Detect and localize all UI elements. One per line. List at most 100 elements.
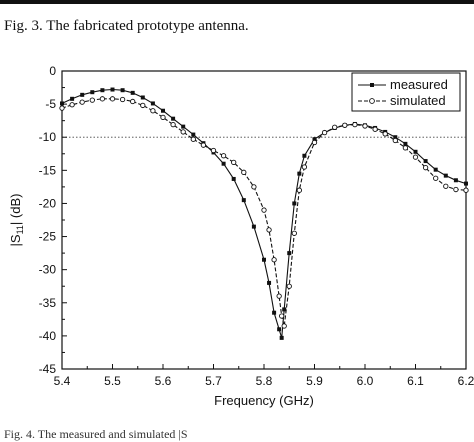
simulated-point xyxy=(412,154,419,160)
simulated-point xyxy=(266,227,272,233)
measured-point xyxy=(297,171,302,176)
simulated-point xyxy=(362,123,368,129)
simulated-point xyxy=(210,147,217,154)
measured-point xyxy=(241,198,246,203)
measured-point xyxy=(231,176,236,181)
simulated-point xyxy=(443,183,449,189)
measured-point xyxy=(60,101,64,106)
x-tick-label: 5.8 xyxy=(256,374,273,388)
measured-point xyxy=(312,137,317,142)
x-tick-label: 5.4 xyxy=(54,374,71,388)
simulated-point xyxy=(402,145,409,151)
x-tick-label: 5.6 xyxy=(155,374,172,388)
y-axis-label: |S11| (dB) xyxy=(8,194,25,247)
measured-line xyxy=(61,88,467,339)
simulated-point xyxy=(180,129,186,135)
simulated-point xyxy=(453,186,459,193)
y-tick-label: -10 xyxy=(39,130,57,144)
measured-point xyxy=(403,141,408,146)
measured-point xyxy=(464,181,468,186)
measured-point xyxy=(191,132,196,137)
legend-label-simulated: simulated xyxy=(390,93,446,108)
measured-point xyxy=(413,149,418,154)
measured-point xyxy=(443,173,448,178)
simulated-point xyxy=(160,114,166,121)
measured-point xyxy=(221,161,226,166)
measured-point xyxy=(267,280,272,285)
x-tick-label: 5.9 xyxy=(306,374,323,388)
simulated-point xyxy=(342,122,348,128)
legend-label-measured: measured xyxy=(390,77,448,92)
simulated-point xyxy=(311,139,318,146)
simulated-point xyxy=(59,105,65,111)
measured-point xyxy=(130,90,135,95)
simulated-point xyxy=(130,98,136,105)
simulated-point xyxy=(170,121,176,128)
simulated-point xyxy=(69,102,75,108)
measured-point xyxy=(292,201,297,206)
series-simulated xyxy=(59,96,469,329)
simulated-point xyxy=(392,137,398,144)
y-tick-label: -15 xyxy=(39,163,57,177)
measured-point xyxy=(120,88,125,93)
measured-point xyxy=(171,116,176,121)
legend-marker-simulated xyxy=(369,98,375,104)
simulated-point xyxy=(321,129,328,136)
x-tick-label: 6.0 xyxy=(357,374,374,388)
plot-frame xyxy=(61,70,467,370)
x-axis-label: Frequency (GHz) xyxy=(214,393,314,408)
x-tick-label: 5.7 xyxy=(205,374,222,388)
measured-point xyxy=(251,224,256,229)
simulated-point xyxy=(296,187,302,193)
y-tick-label: -30 xyxy=(39,263,57,277)
series-measured xyxy=(60,87,468,340)
y-tick-label: -35 xyxy=(39,296,57,310)
measured-point xyxy=(161,108,165,113)
simulated-point xyxy=(422,165,429,171)
measured-point xyxy=(110,87,115,92)
measured-point xyxy=(140,95,145,100)
simulated-point xyxy=(79,99,85,105)
legend-box xyxy=(351,72,461,112)
simulated-point xyxy=(433,175,439,181)
simulated-point xyxy=(220,153,227,159)
x-tick-label: 5.5 xyxy=(104,374,121,388)
simulated-point xyxy=(279,313,285,319)
x-tick-label: 6.2 xyxy=(458,374,474,388)
simulated-point xyxy=(99,96,106,102)
simulated-point xyxy=(271,257,277,263)
measured-point xyxy=(433,167,438,172)
top-rule xyxy=(0,0,474,4)
simulated-point xyxy=(109,96,116,102)
y-tick-label: -45 xyxy=(39,362,57,376)
y-tick-label: -5 xyxy=(45,97,56,111)
simulated-point xyxy=(382,131,388,137)
measured-point xyxy=(272,310,277,315)
measured-point xyxy=(181,124,186,129)
simulated-point xyxy=(286,283,292,289)
simulated-point xyxy=(89,97,95,103)
simulated-point xyxy=(301,164,308,170)
figure-caption-below: Fig. 4. The measured and simulated |S xyxy=(4,427,188,441)
y-tick-label: -40 xyxy=(39,329,57,343)
simulated-point xyxy=(332,124,338,130)
simulated-point xyxy=(276,293,282,299)
simulated-point xyxy=(200,142,207,148)
measured-point xyxy=(393,135,398,140)
measured-point xyxy=(90,90,95,95)
simulated-point xyxy=(190,136,196,142)
measured-point xyxy=(150,101,155,106)
measured-point xyxy=(279,335,284,340)
measured-point xyxy=(282,307,287,312)
simulated-point xyxy=(241,169,247,175)
simulated-point xyxy=(231,159,237,166)
simulated-point xyxy=(140,102,146,109)
simulated-point xyxy=(372,126,378,132)
measured-point xyxy=(302,153,307,158)
measured-point xyxy=(80,92,85,97)
y-tick-label: -25 xyxy=(39,230,57,244)
measured-point xyxy=(453,178,458,183)
x-tick-label: 6.1 xyxy=(407,374,424,388)
measured-point xyxy=(287,251,292,256)
